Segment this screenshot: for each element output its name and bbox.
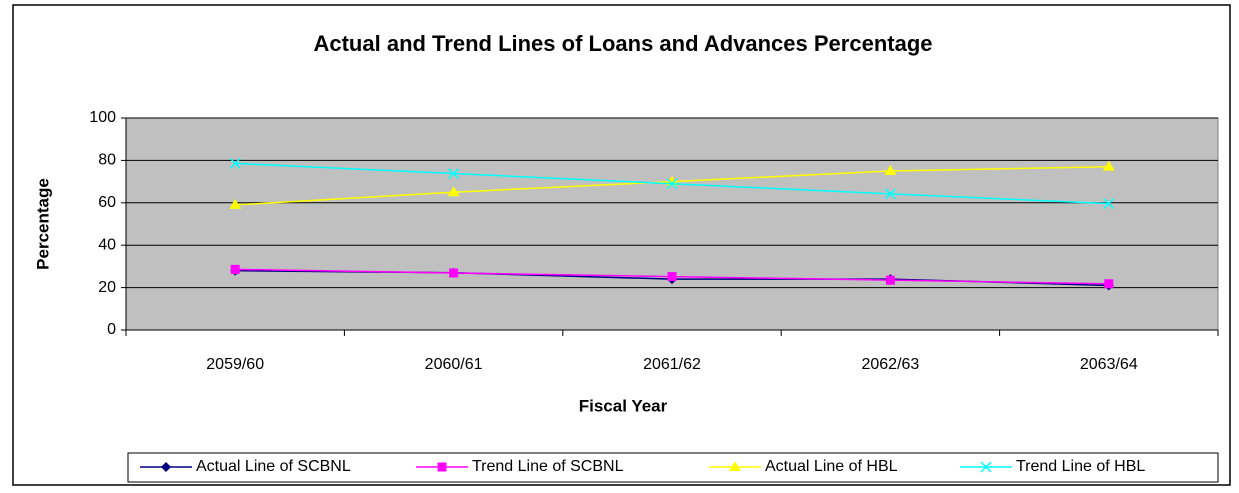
chart-title: Actual and Trend Lines of Loans and Adva… bbox=[313, 31, 932, 56]
y-tick-label: 20 bbox=[98, 279, 116, 296]
y-tick-label: 100 bbox=[89, 109, 116, 126]
plot-area bbox=[125, 117, 1219, 331]
marker bbox=[229, 157, 241, 169]
x-tick-label: 2062/63 bbox=[861, 356, 919, 373]
marker bbox=[230, 264, 240, 274]
legend-label: Trend Line of HBL bbox=[1016, 458, 1145, 475]
marker bbox=[447, 186, 460, 197]
legend-marker bbox=[437, 462, 447, 472]
x-tick-label: 2063/64 bbox=[1080, 356, 1138, 373]
marker bbox=[448, 168, 460, 180]
legend-marker bbox=[729, 461, 741, 471]
x-tick-label: 2059/60 bbox=[206, 356, 264, 373]
marker bbox=[885, 275, 895, 285]
marker bbox=[1104, 279, 1114, 289]
y-tick-label: 80 bbox=[98, 152, 116, 169]
legend-marker bbox=[980, 461, 992, 473]
legend-label: Actual Line of SCBNL bbox=[196, 458, 351, 475]
marker bbox=[1103, 198, 1115, 210]
legend-label: Trend Line of SCBNL bbox=[472, 458, 624, 475]
legend-label: Actual Line of HBL bbox=[765, 458, 898, 475]
marker bbox=[229, 198, 242, 209]
marker bbox=[666, 178, 678, 190]
legend bbox=[127, 452, 1219, 483]
x-tick-label: 2060/61 bbox=[425, 356, 483, 373]
legend-marker bbox=[161, 462, 171, 472]
marker bbox=[667, 272, 677, 282]
y-tick-label: 0 bbox=[107, 321, 116, 338]
x-tick-label: 2061/62 bbox=[643, 356, 701, 373]
marker bbox=[884, 165, 897, 175]
y-tick-label: 40 bbox=[98, 236, 116, 253]
x-axis-title: Fiscal Year bbox=[579, 396, 668, 415]
marker bbox=[449, 268, 459, 278]
y-axis-title: Percentage bbox=[33, 178, 52, 270]
y-tick-label: 60 bbox=[98, 194, 116, 211]
marker bbox=[884, 188, 896, 200]
marker bbox=[1102, 160, 1115, 171]
